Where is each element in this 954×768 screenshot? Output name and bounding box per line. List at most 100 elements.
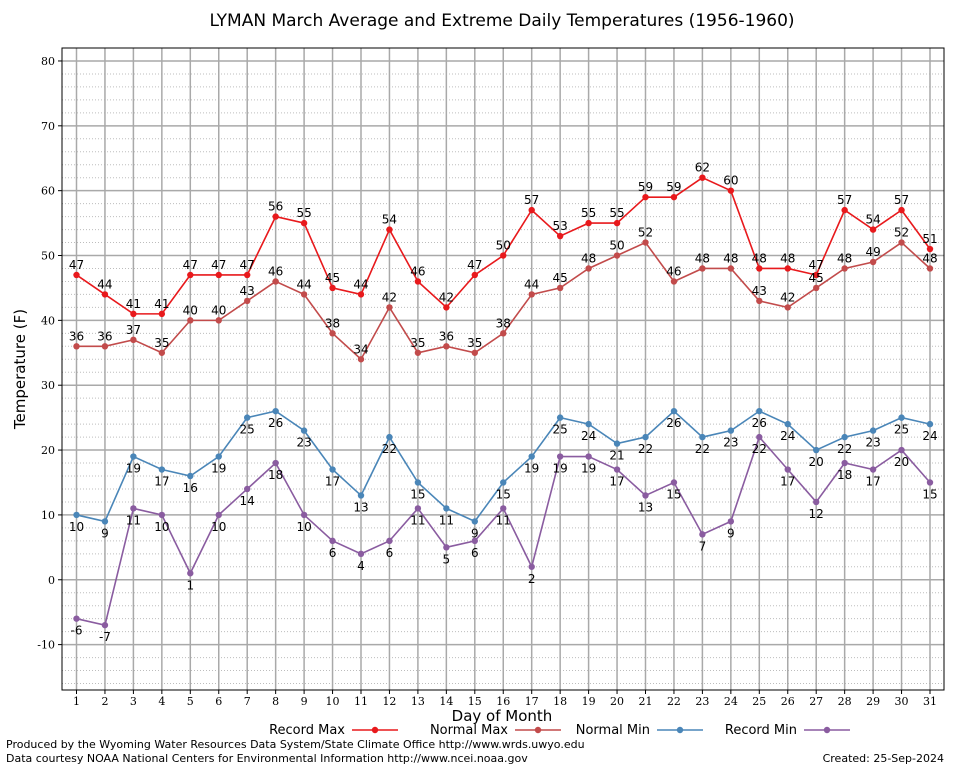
data-label: 40 — [211, 303, 226, 317]
series-normal-min: 10 9 19 17 16 19 25 26 23 17 13 22 15 11 9 15 19 25 24 21 22… — [69, 407, 938, 540]
x-tick-label: 2 — [101, 695, 108, 708]
x-tick-label: 13 — [411, 695, 425, 708]
x-tick-label: 8 — [272, 695, 279, 708]
x-axis-title: Day of Month — [452, 707, 553, 725]
data-point — [784, 265, 791, 272]
data-label: 6 — [329, 546, 337, 560]
x-tick-label: 3 — [130, 695, 137, 708]
data-label: 35 — [467, 336, 482, 350]
data-label: 59 — [666, 180, 681, 194]
data-point — [158, 511, 166, 519]
x-tick-label: 16 — [496, 695, 510, 708]
data-label: 53 — [553, 219, 568, 233]
data-label: 17 — [154, 475, 169, 489]
data-point — [158, 349, 166, 356]
data-label: 15 — [666, 487, 681, 501]
data-label: 50 — [496, 239, 511, 253]
data-point — [613, 252, 621, 259]
footer-produced-by: Produced by the Wyoming Water Resources … — [6, 738, 585, 751]
data-point — [101, 621, 109, 629]
data-point — [414, 505, 422, 512]
data-point — [500, 252, 507, 259]
data-label: 11 — [439, 513, 454, 527]
data-label: 46 — [410, 264, 425, 278]
data-label: 22 — [695, 442, 710, 456]
data-label: 6 — [471, 546, 479, 560]
data-point — [727, 265, 735, 272]
data-point — [926, 245, 934, 253]
data-label: 54 — [865, 213, 880, 227]
data-label: 36 — [439, 329, 454, 343]
data-point — [784, 420, 791, 428]
data-point — [841, 265, 848, 272]
data-point — [386, 226, 393, 233]
data-point — [585, 453, 592, 460]
data-label: 23 — [865, 436, 880, 450]
data-point — [699, 433, 706, 441]
data-point — [756, 265, 763, 272]
y-tick-label: -10 — [37, 639, 55, 652]
x-tick-label: 26 — [781, 695, 795, 708]
data-point — [670, 193, 678, 201]
data-label: 22 — [382, 442, 397, 456]
data-point — [386, 304, 393, 311]
data-point — [73, 511, 80, 519]
data-label: 6 — [386, 546, 394, 560]
data-point — [187, 472, 194, 480]
data-label: 57 — [524, 193, 539, 207]
data-point — [244, 414, 251, 421]
y-axis-title: Temperature (F) — [11, 309, 29, 430]
data-point — [756, 297, 763, 305]
data-label: 41 — [154, 297, 169, 311]
data-label: 47 — [69, 258, 84, 272]
data-label: 23 — [723, 436, 738, 450]
footer-data-courtesy: Data courtesy NOAA National Centers for … — [6, 752, 528, 765]
x-tick-label: 30 — [895, 695, 909, 708]
data-point — [158, 466, 166, 473]
data-point — [699, 174, 706, 181]
data-point — [386, 537, 393, 545]
data-label: 45 — [553, 271, 568, 285]
data-label: 7 — [699, 539, 707, 553]
data-point — [130, 505, 137, 512]
x-tick-label: 14 — [439, 695, 453, 708]
y-tick-label: 30 — [41, 379, 55, 392]
y-tick-label: 20 — [41, 444, 55, 457]
data-point — [101, 291, 109, 298]
data-label: 48 — [723, 251, 738, 265]
data-label: 60 — [723, 174, 738, 188]
data-label: 59 — [638, 180, 653, 194]
data-label: 44 — [353, 277, 368, 291]
data-point — [585, 219, 592, 227]
data-point — [244, 485, 251, 493]
data-point — [699, 265, 706, 272]
data-label: 47 — [240, 258, 255, 272]
data-point — [613, 219, 621, 227]
y-tick-label: 50 — [41, 250, 55, 263]
y-tick-label: 40 — [41, 314, 55, 327]
data-point — [528, 291, 535, 298]
x-tick-label: 5 — [187, 695, 194, 708]
data-point — [73, 271, 80, 279]
data-point — [841, 206, 848, 214]
data-label: 38 — [496, 316, 511, 330]
data-point — [727, 427, 735, 434]
data-point — [898, 206, 905, 214]
legend-marker — [371, 726, 379, 734]
data-label: 9 — [471, 526, 479, 540]
data-point — [386, 433, 393, 441]
data-point — [300, 219, 308, 227]
data-point — [300, 427, 308, 434]
data-label: 17 — [780, 475, 795, 489]
x-tick-label: 6 — [215, 695, 222, 708]
data-point — [471, 271, 478, 279]
data-label: 45 — [325, 271, 340, 285]
x-tick-label: 31 — [923, 695, 937, 708]
data-point — [187, 570, 194, 577]
data-label: 9 — [727, 526, 735, 540]
grid-lines — [62, 47, 944, 690]
data-label: 26 — [268, 416, 283, 430]
